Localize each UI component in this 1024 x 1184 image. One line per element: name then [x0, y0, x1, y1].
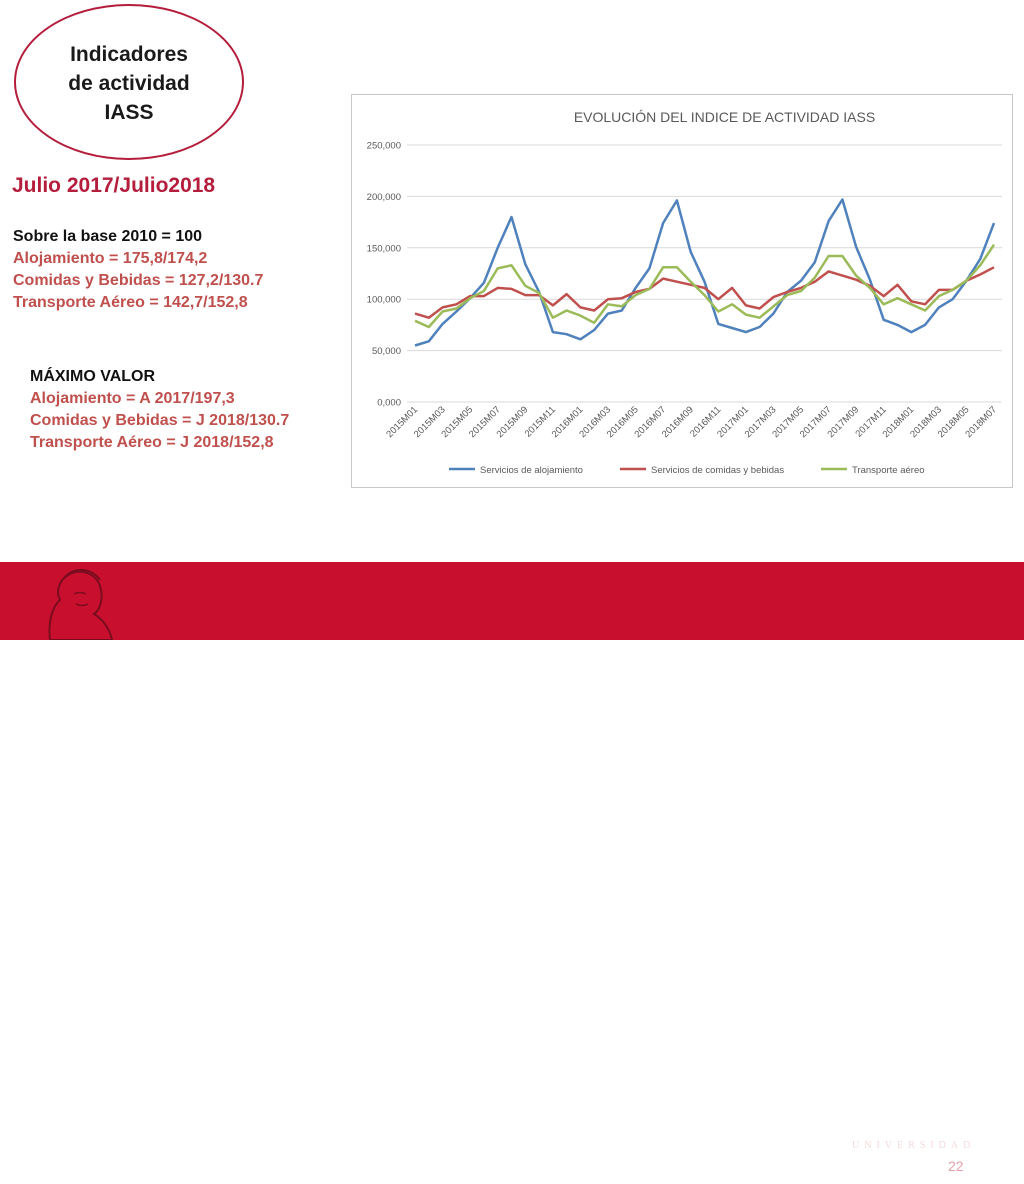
legend-label: Transporte aéreo	[852, 465, 925, 476]
page-number: 22	[948, 1158, 964, 1174]
max-heading: MÁXIMO VALOR	[30, 368, 156, 385]
line-chart: EVOLUCIÓN DEL INDICE DE ACTIVIDAD IASS 0,…	[367, 109, 1002, 476]
period-heading: Julio 2017/Julio2018	[12, 174, 216, 197]
summary-block: Sobre la base 2010 = 100 Alojamiento = 1…	[13, 226, 263, 314]
chart-title: EVOLUCIÓN DEL INDICE DE ACTIVIDAD IASS	[574, 109, 875, 125]
summary-comidas: Comidas y Bebidas = 127,2/130.7	[13, 272, 264, 289]
series-line	[414, 198, 996, 347]
y-tick-label: 0,000	[377, 398, 401, 409]
legend-label: Servicios de comidas y bebidas	[651, 465, 784, 476]
legend-label: Servicios de alojamiento	[480, 465, 583, 476]
y-tick-label: 200,000	[367, 192, 401, 203]
footer-band: UNIVERSIDAD NEBRIJA 22	[0, 562, 1024, 1183]
series-line	[414, 266, 995, 319]
series-line	[414, 244, 996, 329]
y-tick-label: 150,000	[367, 243, 401, 254]
title-oval	[14, 4, 244, 160]
max-comidas: Comidas y Bebidas = J 2018/130.7	[30, 412, 290, 429]
title-line-2: de actividad	[68, 72, 190, 95]
base-note: Sobre la base 2010 = 100	[13, 228, 203, 245]
y-tick-label: 250,000	[367, 141, 401, 152]
y-tick-label: 100,000	[367, 295, 401, 306]
brand-logo: NEBRIJA	[846, 1150, 991, 1183]
title-line-3: IASS	[104, 101, 154, 124]
summary-alojamiento: Alojamiento = 175,8/174,2	[13, 250, 208, 267]
chart-frame: EVOLUCIÓN DEL INDICE DE ACTIVIDAD IASS 0,…	[351, 94, 1013, 488]
summary-transporte: Transporte Aéreo = 142,7/152,8	[13, 294, 248, 311]
title-line-1: Indicadores	[70, 43, 188, 66]
y-tick-label: 50,000	[372, 346, 401, 357]
erasmus-portrait-icon	[48, 569, 114, 640]
max-value-block: MÁXIMO VALOR Alojamiento = A 2017/197,3 …	[30, 366, 289, 454]
max-alojamiento: Alojamiento = A 2017/197,3	[30, 390, 235, 407]
max-transporte: Transporte Aéreo = J 2018/152,8	[30, 434, 274, 451]
page-title: Indicadores de actividad IASS	[14, 40, 244, 127]
